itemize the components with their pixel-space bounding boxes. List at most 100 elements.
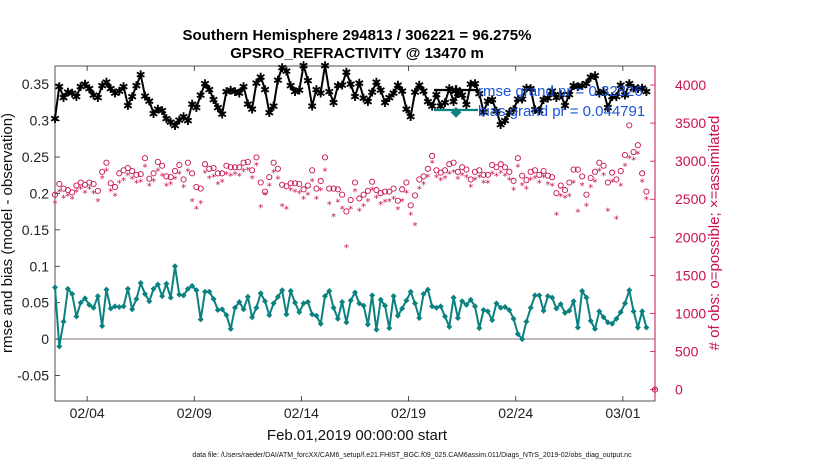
bias-point	[407, 288, 414, 295]
rmse-point: ✱	[453, 87, 463, 101]
obs-possible-marker	[360, 191, 367, 198]
obs-possible-marker	[116, 170, 123, 177]
obs-assimilated-marker: *	[207, 174, 212, 185]
bias-point	[77, 299, 84, 306]
obs-assimilated-marker: *	[87, 185, 92, 196]
bias-point	[257, 290, 264, 297]
obs-possible-marker	[339, 191, 346, 198]
obs-possible-marker	[330, 185, 337, 192]
bias-point	[549, 294, 556, 301]
obs-possible-marker	[321, 154, 329, 161]
bias-point	[352, 289, 358, 296]
obs-possible-marker	[146, 175, 153, 182]
obs-assimilated-marker: *	[370, 185, 375, 196]
obs-possible-marker	[274, 165, 281, 172]
rmse-point: ✱	[427, 100, 437, 114]
rmse-point: ✱	[101, 76, 111, 90]
bias-point	[613, 315, 620, 322]
plot-area	[54, 65, 656, 402]
chart-title-line1: Southern Hemisphere 294813 / 306221 = 96…	[183, 27, 532, 44]
obs-assimilated-marker: *	[644, 195, 649, 206]
bias-point	[626, 287, 633, 294]
bias-point	[266, 312, 273, 319]
obs-assimilated-marker: *	[168, 180, 173, 191]
obs-assimilated-marker: *	[108, 187, 113, 198]
right-tick-label: 4000	[675, 77, 706, 93]
obs-possible-marker	[317, 177, 324, 185]
rmse-point: ✱	[239, 80, 249, 94]
bias-point	[262, 298, 268, 305]
rmse-point: ✱	[221, 85, 231, 99]
obs-possible-marker	[189, 170, 196, 177]
rmse-point: ✱	[629, 81, 639, 95]
obs-possible-marker	[180, 176, 187, 183]
obs-assimilated-marker: *	[318, 186, 323, 197]
obs-assimilated-marker: *	[314, 194, 319, 205]
bias-point	[360, 302, 367, 309]
obs-assimilated-marker: *	[164, 182, 169, 193]
rmse-point: ✱	[607, 90, 617, 104]
rmse-point: ✱	[423, 95, 433, 109]
rmse-point: ✱	[509, 103, 519, 117]
rmse-point: ✱	[277, 61, 287, 75]
obs-assimilated-marker: *	[627, 154, 632, 165]
obs-possible-marker	[154, 158, 161, 165]
obs-assimilated-marker: *	[65, 191, 70, 202]
rmse-series: ✱✱✱✱✱✱✱✱✱✱✱✱✱✱✱✱✱✱✱✱✱✱✱✱✱✱✱✱✱✱✱✱✱✱✱✱✱✱✱✱…	[50, 59, 651, 133]
obs-assimilated-marker: *	[515, 163, 520, 174]
rmse-point: ✱	[371, 76, 381, 90]
rmse-point: ✱	[209, 93, 219, 107]
obs-possible-marker	[270, 159, 277, 166]
obs-assimilated-marker: *	[121, 176, 126, 187]
rmse-point: ✱	[93, 91, 103, 105]
bias-point	[94, 293, 101, 300]
obs-possible-marker	[403, 179, 410, 186]
bias-point	[343, 319, 350, 326]
obs-possible-marker	[377, 190, 384, 197]
obs-assimilated-marker: *	[220, 178, 225, 189]
rmse-point: ✱	[637, 81, 647, 95]
y-axis-label-left: rmse and bias (model - observation)	[0, 113, 16, 353]
rmse-point: ✱	[256, 70, 266, 84]
obs-possible-marker	[454, 168, 461, 175]
legend-rmse-star: ✱	[450, 83, 463, 100]
obs-possible-marker	[369, 178, 376, 185]
obs-assimilated-marker: *	[408, 210, 413, 221]
obs-possible-marker	[150, 170, 157, 177]
obs-assimilated-marker: *	[143, 163, 148, 174]
obs-possible-marker	[51, 191, 59, 198]
obs-assimilated-marker: *	[301, 194, 306, 205]
rmse-point: ✱	[350, 90, 360, 104]
rmse-point: ✱	[547, 84, 557, 98]
rmse-point: ✱	[166, 116, 176, 130]
rmse-point: ✱	[504, 106, 514, 120]
obs-assimilated-marker: *	[567, 192, 572, 203]
rmse-point: ✱	[230, 85, 240, 99]
rmse-point: ✱	[603, 101, 613, 115]
obs-possible-marker	[497, 161, 504, 168]
left-tick-label: 0.15	[22, 222, 49, 238]
rmse-point: ✱	[307, 100, 317, 114]
bias-point	[442, 313, 448, 320]
obs-assimilated-marker: *	[113, 191, 118, 202]
bias-point	[562, 309, 568, 316]
x-tick-label: 02/04	[70, 405, 105, 421]
obs-possible-marker	[141, 155, 149, 162]
obs-assimilated-marker: *	[160, 172, 165, 183]
obs-assimilated-marker: *	[640, 178, 645, 189]
obs-possible-marker	[94, 187, 101, 194]
obs-possible-marker	[223, 162, 230, 169]
obs-possible-marker	[651, 386, 659, 393]
rmse-point: ✱	[513, 92, 523, 106]
rmse-point: ✱	[200, 77, 210, 91]
bias-point	[377, 296, 384, 303]
rmse-point: ✱	[526, 82, 536, 96]
obs-possible-marker	[124, 164, 131, 172]
obs-assimilated-marker: *	[451, 168, 456, 179]
obs-assimilated-marker: *	[425, 172, 430, 183]
rmse-point: ✱	[586, 70, 596, 84]
rmse-point: ✱	[320, 59, 330, 73]
rmse-point: ✱	[479, 105, 489, 119]
bias-series	[52, 263, 650, 350]
obs-assimilated-marker: *	[254, 161, 259, 172]
